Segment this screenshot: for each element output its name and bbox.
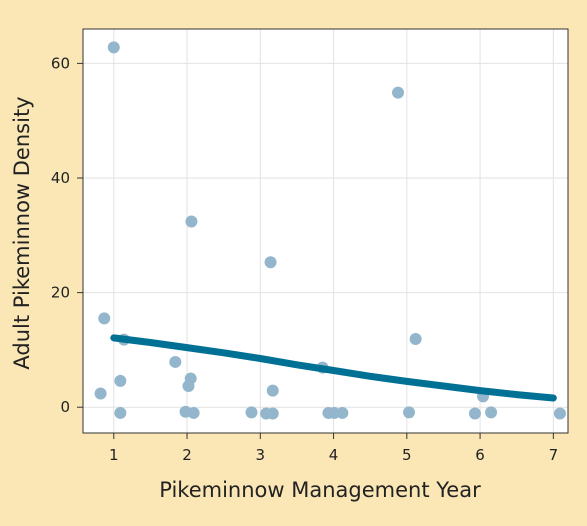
data-point [114,374,127,387]
y-axis-title: Adult Pikeminnow Density [10,96,34,369]
data-point [245,406,258,419]
y-tick-label: 40 [51,169,70,187]
plot-frame [82,28,569,434]
x-axis: 1 2 3 4 5 6 7 [109,433,558,464]
data-point [266,407,279,420]
data-point [114,406,127,419]
data-point [392,86,405,99]
y-tick-label: 20 [51,284,70,302]
x-tick-label: 5 [402,446,412,464]
data-point [185,215,198,228]
x-tick-label: 6 [475,446,485,464]
x-tick-label: 7 [549,446,559,464]
x-tick-label: 1 [109,446,119,464]
grid [83,29,568,433]
data-point [264,256,277,269]
x-axis-title: Pikeminnow Management Year [159,478,481,502]
y-tick-label: 60 [51,54,70,72]
y-tick-label: 0 [60,398,70,416]
data-point [98,312,111,325]
x-tick-label: 2 [182,446,192,464]
data-point [187,406,200,419]
data-point [403,406,416,419]
x-tick-label: 4 [329,446,339,464]
data-point [94,387,107,400]
data-point [266,384,279,397]
data-point [336,406,349,419]
x-tick-label: 3 [256,446,266,464]
data-point [468,407,481,420]
data-point [107,41,120,54]
data-point [485,406,498,419]
data-point [169,355,182,368]
data-point [184,372,197,385]
trend-line [110,334,557,402]
data-point [409,333,422,346]
data-point [553,407,566,420]
y-axis: 0 20 40 60 [51,54,83,416]
